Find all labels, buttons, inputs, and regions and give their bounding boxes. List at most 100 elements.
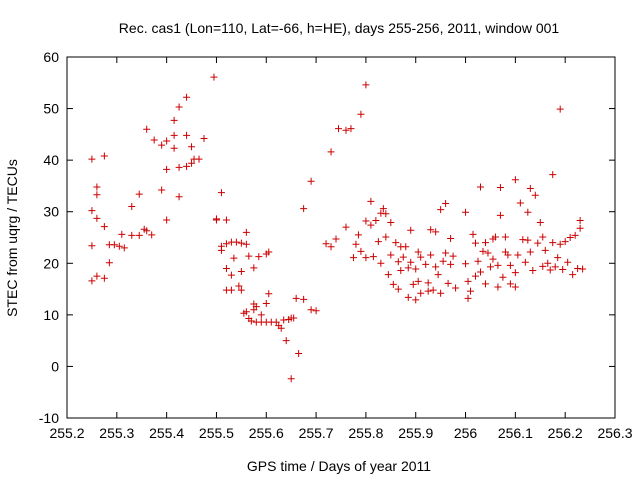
data-point [277, 324, 285, 332]
data-point [377, 259, 385, 267]
data-point [242, 240, 250, 248]
data-point [501, 233, 509, 241]
data-point [93, 191, 101, 199]
data-point [476, 268, 484, 276]
data-point [217, 246, 225, 254]
data-point [521, 258, 529, 266]
data-point [295, 350, 303, 358]
data-point [282, 337, 290, 345]
data-point [349, 254, 357, 262]
data-point [464, 294, 472, 302]
data-point [357, 247, 365, 255]
data-point [128, 203, 136, 211]
data-point [432, 263, 440, 271]
data-point [389, 280, 397, 288]
x-tick-label: 255.9 [398, 425, 433, 441]
data-point [170, 116, 178, 124]
data-point [407, 226, 415, 234]
data-point [183, 93, 191, 101]
data-point [447, 235, 455, 243]
data-point [150, 136, 158, 144]
y-tick-label: -10 [39, 410, 59, 426]
data-point [392, 239, 400, 247]
data-point [462, 260, 470, 268]
y-tick-label: 10 [43, 307, 59, 323]
data-point [362, 81, 370, 89]
data-point [484, 249, 492, 257]
x-tick-label: 255.4 [149, 425, 184, 441]
data-point [529, 267, 537, 275]
data-point [312, 307, 320, 315]
data-point [519, 236, 527, 244]
data-point [367, 221, 375, 229]
data-point [531, 191, 539, 199]
data-point [88, 207, 96, 215]
data-point [227, 286, 235, 294]
data-point [170, 144, 178, 152]
y-tick-label: 20 [43, 255, 59, 271]
data-point [347, 125, 355, 133]
data-point [427, 226, 435, 234]
data-point [188, 159, 196, 167]
data-point [444, 279, 452, 287]
data-point [242, 228, 250, 236]
data-point [417, 253, 425, 261]
data-point [481, 280, 489, 288]
data-point [245, 252, 253, 260]
data-point [462, 208, 470, 216]
data-point [559, 265, 567, 273]
data-point [556, 105, 564, 113]
x-tick-label: 255.8 [348, 425, 383, 441]
data-point [367, 197, 375, 205]
data-point [357, 110, 365, 118]
data-point [222, 216, 230, 224]
data-point [579, 265, 587, 273]
data-point [534, 239, 542, 247]
data-point [496, 211, 504, 219]
data-point [88, 242, 96, 250]
data-point [135, 231, 143, 239]
data-point [434, 271, 442, 279]
data-point [554, 254, 562, 262]
data-point [230, 254, 238, 262]
data-point [576, 224, 584, 232]
data-point [569, 271, 577, 279]
data-point [235, 282, 243, 290]
data-point [486, 263, 494, 271]
data-point [237, 239, 245, 247]
data-point [536, 219, 544, 227]
data-point [163, 137, 171, 145]
data-point [449, 252, 457, 260]
y-tick-label: 50 [43, 101, 59, 117]
data-point [387, 219, 395, 227]
data-point [280, 316, 288, 324]
data-point [382, 210, 390, 218]
x-tick-label: 256.3 [597, 425, 632, 441]
data-point [414, 248, 422, 256]
data-point [210, 73, 218, 81]
data-point [511, 283, 519, 291]
data-point [474, 257, 482, 265]
data-point [300, 295, 308, 303]
data-point [526, 248, 534, 256]
data-point [115, 242, 123, 250]
data-point [549, 171, 557, 179]
data-point [424, 279, 432, 287]
x-axis-label: GPS time / Days of year 2011 [247, 458, 431, 474]
data-point [222, 264, 230, 272]
data-point [541, 246, 549, 254]
data-point [494, 283, 502, 291]
x-tick-label: 256.2 [548, 425, 583, 441]
data-point [362, 217, 370, 225]
data-point [307, 306, 315, 314]
data-point [262, 300, 270, 308]
data-point [327, 148, 335, 156]
data-point [384, 271, 392, 279]
axes: 255.2 255.3 255.4 255.5 255.6 255.7 255.8 255.9… [39, 49, 633, 441]
data-point [255, 253, 263, 261]
chart-title: Rec. cas1 (Lon=110, Lat=-66, h=HE), days… [119, 20, 560, 36]
data-point [188, 143, 196, 151]
data-point [506, 280, 514, 288]
data-point [183, 131, 191, 139]
